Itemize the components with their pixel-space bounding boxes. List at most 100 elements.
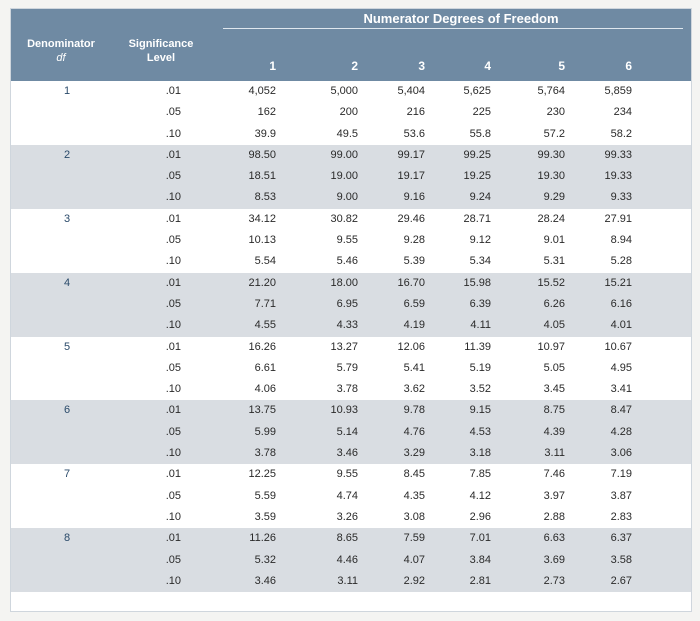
f-value-cell: 3.78: [336, 383, 358, 396]
f-value-cell: 4.46: [336, 553, 358, 566]
f-value-cell: 4.07: [403, 553, 425, 566]
significance-level-cell: .05: [165, 361, 181, 374]
f-value-cell: 5,404: [397, 85, 425, 97]
f-value-cell: 9.78: [403, 404, 425, 417]
f-value-cell: 5.79: [336, 361, 358, 374]
f-value-cell: 6.37: [610, 532, 632, 545]
f-value-cell: 15.52: [537, 276, 565, 289]
f-value-cell: 39.9: [254, 127, 276, 140]
f-value-cell: 5.31: [543, 255, 565, 268]
f-value-cell: 3.58: [610, 553, 632, 566]
significance-level-cell: .05: [165, 170, 181, 183]
f-value-cell: 10.13: [248, 234, 276, 247]
f-value-cell: 58.2: [610, 127, 632, 140]
f-value-cell: 3.18: [469, 447, 491, 460]
f-value-cell: 225: [472, 106, 491, 119]
f-value-cell: 3.97: [543, 489, 565, 502]
numerator-column-header: 1: [269, 59, 276, 73]
table-row: 7 .01 12.25 9.55 8.45 7.85 7.46 7.19: [11, 464, 691, 485]
f-value-cell: 9.00: [336, 191, 358, 204]
f-value-cell: 7.85: [469, 468, 491, 481]
header-divider: [223, 28, 683, 29]
f-value-cell: 11.26: [249, 532, 276, 545]
f-value-cell: 8.65: [336, 532, 358, 545]
f-value-cell: 5.34: [469, 255, 491, 268]
f-value-cell: 6.95: [336, 297, 358, 310]
significance-level-cell: .10: [165, 383, 181, 396]
table-body: 1 .01 4,052 5,000 5,404 5,625 5,764 5,859 .05 162…: [11, 81, 691, 593]
numerator-column-header: 6: [625, 59, 632, 73]
f-value-cell: 18.00: [330, 276, 358, 289]
f-value-cell: 4.01: [610, 319, 632, 332]
significance-level-cell: .01: [165, 340, 181, 353]
f-value-cell: 19.33: [604, 170, 632, 183]
f-value-cell: 3.11: [337, 574, 358, 587]
significance-level-cell: .10: [165, 447, 181, 460]
f-value-cell: 200: [339, 106, 358, 119]
f-value-cell: 10.67: [604, 340, 632, 353]
f-value-cell: 99.00: [330, 148, 358, 161]
denominator-df-cell: 3: [63, 212, 71, 225]
table-row: .05 5.99 5.14 4.76 4.53 4.39 4.28: [11, 421, 691, 444]
f-value-cell: 4.28: [610, 425, 632, 438]
f-value-cell: 4,052: [248, 85, 276, 97]
significance-level-cell: .01: [165, 85, 181, 97]
f-value-cell: 3.46: [336, 447, 358, 460]
f-value-cell: 9.12: [469, 234, 491, 247]
significance-level-cell: .10: [165, 191, 181, 204]
f-value-cell: 5.54: [254, 255, 276, 268]
f-value-cell: 8.47: [610, 404, 632, 417]
f-value-cell: 10.93: [330, 404, 358, 417]
f-value-cell: 3.41: [610, 383, 632, 396]
f-value-cell: 3.08: [403, 510, 425, 523]
f-value-cell: 2.96: [469, 510, 491, 523]
f-value-cell: 5.41: [403, 361, 425, 374]
f-value-cell: 28.24: [537, 212, 565, 225]
table-row: .10 3.46 3.11 2.92 2.81 2.73 2.67: [11, 570, 691, 593]
significance-level-cell: .10: [165, 255, 181, 268]
f-value-cell: 99.25: [463, 148, 491, 161]
table-row: 2 .01 98.50 99.00 99.17 99.25 99.30 99.33: [11, 144, 691, 167]
f-value-cell: 9.55: [336, 234, 358, 247]
f-value-cell: 3.26: [336, 510, 358, 523]
table-row: 6 .01 13.75 10.93 9.78 9.15 8.75 8.47: [11, 400, 691, 422]
significance-label: Significance: [128, 38, 194, 50]
f-value-cell: 49.5: [336, 127, 358, 140]
significance-level-cell: .01: [165, 404, 181, 417]
f-value-cell: 9.55: [336, 468, 358, 481]
f-value-cell: 57.2: [543, 127, 565, 140]
f-value-cell: 10.97: [537, 340, 565, 353]
denominator-df-cell: 7: [63, 468, 71, 481]
table-row: 8 .01 11.26 8.65 7.59 7.01 6.63 6.37: [11, 528, 691, 550]
f-value-cell: 15.21: [604, 276, 632, 289]
significance-level-cell: .05: [165, 234, 181, 247]
f-value-cell: 5,859: [604, 85, 632, 97]
f-value-cell: 55.8: [469, 127, 491, 140]
f-value-cell: 3.11: [544, 447, 565, 460]
f-value-cell: 8.94: [610, 234, 632, 247]
f-value-cell: 4.35: [403, 489, 425, 502]
f-value-cell: 53.6: [403, 127, 425, 140]
f-value-cell: 4.53: [469, 425, 491, 438]
f-value-cell: 3.78: [254, 447, 276, 460]
f-value-cell: 9.24: [469, 191, 491, 204]
f-value-cell: 6.61: [254, 361, 276, 374]
table-row: .10 3.59 3.26 3.08 2.96 2.88 2.83: [11, 507, 691, 528]
f-value-cell: 9.28: [403, 234, 425, 247]
significance-sub-label: Level: [146, 52, 176, 64]
numerator-column-header: 3: [418, 59, 425, 73]
f-value-cell: 11.39: [464, 340, 491, 353]
f-value-cell: 4.74: [336, 489, 358, 502]
f-value-cell: 29.46: [397, 212, 425, 225]
numerator-column-header: 2: [351, 59, 358, 73]
f-value-cell: 19.17: [397, 170, 425, 183]
table-row: .05 18.51 19.00 19.17 19.25 19.30 19.33: [11, 166, 691, 188]
f-value-cell: 99.33: [604, 148, 632, 161]
denominator-df-cell: 4: [63, 276, 71, 289]
f-value-cell: 19.30: [537, 170, 565, 183]
f-value-cell: 4.05: [543, 319, 565, 332]
f-value-cell: 9.33: [610, 191, 632, 204]
f-value-cell: 9.16: [403, 191, 425, 204]
table-row: .05 162 200 216 225 230 234: [11, 102, 691, 123]
denominator-df-cell: 1: [63, 85, 71, 97]
